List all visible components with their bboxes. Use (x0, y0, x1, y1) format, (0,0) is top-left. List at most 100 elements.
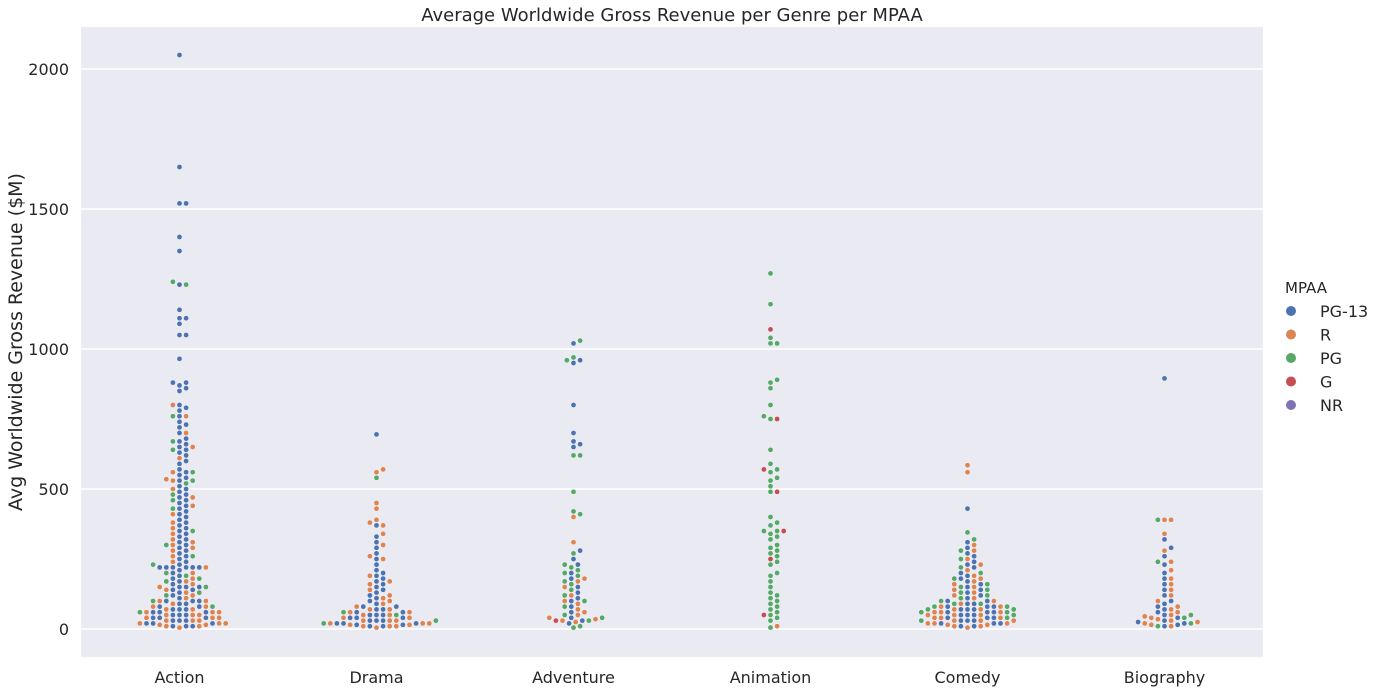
point-pg (196, 589, 203, 596)
point-pg (203, 584, 209, 590)
point-r (951, 617, 958, 624)
point-pg-13 (373, 584, 380, 590)
point-pg-13 (566, 620, 572, 627)
point-pg (577, 337, 583, 344)
legend-title: MPAA (1285, 279, 1328, 297)
point-pg-13 (984, 598, 991, 604)
point-pg (163, 592, 170, 599)
point-r (977, 612, 984, 618)
point-r (386, 623, 393, 630)
point-pg-13 (367, 617, 373, 624)
point-pg (767, 402, 774, 408)
point-pg-13 (958, 612, 964, 618)
point-r (592, 616, 599, 623)
point-r (931, 609, 938, 616)
point-r (183, 589, 189, 596)
point-pg (570, 624, 577, 631)
point-pg-13 (183, 531, 189, 537)
point-g (774, 416, 780, 422)
point-r (380, 466, 386, 473)
point-pg-13 (944, 609, 951, 616)
point-r (977, 617, 984, 624)
point-pg-13 (971, 617, 977, 624)
point-pg (170, 438, 176, 445)
point-pg-13 (183, 542, 189, 548)
point-pg-13 (176, 511, 183, 518)
point-r (971, 547, 977, 554)
point-pg-13 (1161, 587, 1168, 593)
point-r (360, 623, 367, 630)
point-r (196, 612, 203, 618)
point-r (189, 539, 196, 546)
point-r (1161, 547, 1168, 554)
point-r (183, 413, 189, 420)
point-r (209, 615, 216, 621)
point-r (203, 564, 209, 571)
point-pg (183, 573, 189, 579)
point-g (780, 528, 787, 534)
point-r (170, 601, 176, 607)
point-r (964, 567, 971, 574)
point-r (406, 615, 413, 621)
point-r (367, 573, 373, 579)
point-r (971, 578, 977, 585)
point-pg-13 (170, 564, 176, 571)
point-pg-13 (176, 477, 183, 484)
point-pg-13 (568, 598, 575, 604)
point-pg-13 (176, 545, 183, 551)
point-pg (767, 488, 774, 495)
point-pg (1188, 612, 1194, 618)
point-r (189, 581, 196, 588)
y-tick-label: 1000 (28, 340, 69, 359)
point-pg (977, 570, 984, 576)
point-r (971, 584, 977, 590)
point-r (570, 514, 577, 520)
point-pg-13 (570, 340, 577, 347)
legend-label: G (1320, 373, 1332, 392)
point-r (170, 531, 176, 537)
point-pg (561, 570, 568, 576)
point-pg-13 (176, 488, 183, 495)
point-pg-13 (176, 315, 183, 322)
point-pg (581, 598, 588, 604)
point-pg-13 (1161, 601, 1168, 607)
point-r (196, 623, 203, 630)
point-pg-13 (991, 615, 997, 621)
point-pg-13 (183, 508, 189, 515)
point-r (1168, 606, 1174, 613)
point-pg-13 (156, 615, 163, 621)
point-pg-13 (944, 603, 951, 610)
point-r (163, 617, 170, 624)
point-r (1168, 517, 1174, 523)
point-pg-13 (977, 581, 984, 588)
point-pg (767, 477, 774, 484)
point-pg-13 (964, 595, 971, 602)
point-r (203, 622, 209, 628)
point-pg-13 (1155, 603, 1161, 610)
point-pg-13 (958, 617, 964, 624)
point-pg-13 (971, 606, 977, 613)
point-pg-13 (579, 617, 586, 624)
y-axis-label: Avg Worldwide Gross Revenue ($M) (5, 173, 27, 511)
point-pg (1010, 606, 1017, 613)
y-tick-label: 2000 (28, 60, 69, 79)
point-pg (774, 519, 780, 526)
point-pg (577, 511, 583, 518)
point-pg-13 (176, 517, 183, 523)
point-pg (774, 533, 780, 540)
point-pg-13 (577, 547, 583, 554)
point-r (163, 612, 170, 618)
point-pg-13 (373, 589, 380, 596)
point-pg-13 (1181, 620, 1188, 627)
point-pg-13 (176, 444, 183, 450)
point-pg (1010, 612, 1017, 618)
point-pg-13 (196, 598, 203, 604)
point-pg-13 (575, 589, 581, 596)
point-pg-13 (183, 458, 189, 464)
point-pg-13 (1174, 615, 1181, 621)
point-pg-13 (183, 514, 189, 520)
point-pg-13 (1161, 561, 1168, 568)
point-pg-13 (964, 584, 971, 590)
point-r (971, 589, 977, 596)
